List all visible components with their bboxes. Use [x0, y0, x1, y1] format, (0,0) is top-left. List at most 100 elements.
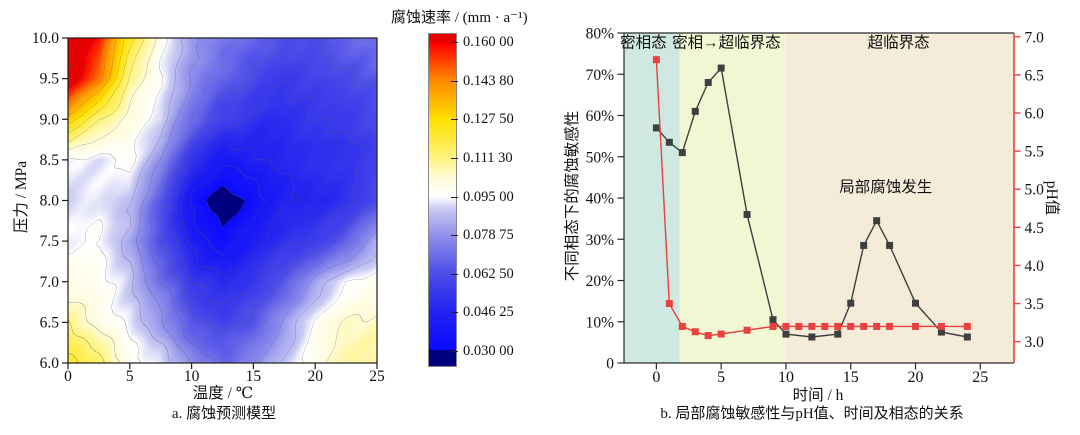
colorbar-tick-mark — [451, 235, 458, 237]
colorbar-tick-label: 0.078 75 — [463, 227, 514, 244]
colorbar-tick-mark — [451, 312, 458, 314]
sensitivity-marker — [743, 211, 751, 218]
ph-marker — [782, 322, 790, 330]
sensitivity-marker — [886, 241, 894, 249]
sensitivity-marker — [808, 333, 816, 341]
y-tick-label: 9.0 — [40, 111, 60, 128]
panel-b-caption: b. 局部腐蚀敏感性与pH值、时间及相态的关系 — [660, 406, 964, 422]
colorbar-tick-mark — [451, 80, 458, 82]
panel-b-x-axis-label: 时间 / h — [792, 387, 844, 404]
right-y-tick-label: 7.0 — [1025, 29, 1045, 46]
right-y-tick-label: 3.0 — [1025, 334, 1045, 351]
ph-marker — [963, 322, 971, 330]
ph-marker — [678, 322, 686, 330]
x-tick-label: 25 — [972, 369, 988, 386]
left-y-tick-label: 10% — [586, 314, 615, 331]
panel-b-right-y-axis-label: pH值 — [1043, 180, 1060, 216]
sensitivity-marker — [912, 299, 920, 307]
sensitivity-marker — [665, 138, 673, 146]
ph-marker — [886, 322, 894, 330]
annotation-label: 局部腐蚀发生 — [839, 178, 932, 196]
right-y-tick-label: 3.5 — [1025, 296, 1045, 313]
left-y-tick-label: 60% — [586, 108, 615, 125]
left-y-tick-label: 0 — [606, 356, 614, 373]
sensitivity-marker — [834, 330, 842, 338]
sensitivity-marker — [691, 107, 699, 115]
colorbar-tick-mark — [451, 351, 458, 352]
sensitivity-line — [655, 66, 968, 338]
colorbar-tick-mark — [451, 157, 458, 159]
colorbar-tick-mark — [451, 196, 458, 198]
left-y-tick-label: 50% — [586, 149, 615, 166]
sensitivity-marker — [652, 124, 660, 132]
right-y-tick-label: 5.0 — [1025, 182, 1045, 199]
x-tick-label: 5 — [717, 369, 725, 386]
ph-marker — [808, 322, 816, 330]
sensitivity-marker — [782, 330, 790, 338]
sensitivity-marker — [704, 79, 712, 86]
ph-marker — [717, 330, 725, 338]
ph-marker — [769, 322, 777, 330]
left-y-tick-label: 40% — [586, 191, 615, 208]
phase-region — [785, 33, 1014, 363]
colorbar-tick-label: 0.030 00 — [463, 343, 514, 359]
ph-marker — [821, 322, 829, 330]
panel-a-caption: a. 腐蚀预测模型 — [171, 406, 277, 422]
colorbar-tick-label: 0.143 80 — [463, 72, 514, 89]
colorbar-tick-label: 0.062 50 — [463, 265, 514, 282]
y-tick-label: 7.0 — [40, 274, 60, 291]
y-tick-label: 9.5 — [40, 71, 60, 88]
colorbar-tick-mark — [451, 42, 458, 43]
ph-marker — [795, 322, 803, 330]
left-y-tick-label: 20% — [586, 273, 615, 290]
colorbar-tick-mark — [451, 273, 458, 275]
y-tick-label: 6.0 — [40, 355, 60, 372]
colorbar-tick-label: 0.111 30 — [463, 149, 513, 166]
sensitivity-marker — [963, 333, 971, 341]
x-tick-label: 20 — [307, 368, 323, 385]
ph-marker — [743, 326, 751, 334]
ph-marker — [691, 328, 699, 336]
sensitivity-marker — [873, 217, 881, 225]
phase-region-label: 密相态 — [620, 34, 667, 52]
y-tick-label: 6.5 — [40, 314, 60, 331]
contour-heatmap — [68, 38, 377, 363]
ph-marker — [912, 322, 920, 330]
sensitivity-marker — [678, 149, 686, 157]
colorbar-tick-label: 0.160 00 — [463, 34, 514, 50]
ph-marker — [860, 322, 868, 330]
y-tick-label: 7.5 — [40, 233, 60, 250]
left-y-tick-label: 30% — [586, 232, 615, 249]
ph-marker — [704, 332, 712, 340]
sensitivity-marker — [769, 316, 777, 324]
y-tick-label: 10.0 — [32, 30, 59, 47]
x-tick-label: 15 — [246, 368, 262, 385]
colorbar-tick-label: 0.095 00 — [463, 188, 514, 205]
x-tick-label: 20 — [908, 369, 924, 386]
ph-marker — [937, 322, 945, 330]
sensitivity-marker — [860, 241, 868, 249]
x-tick-label: 10 — [778, 369, 794, 386]
right-y-tick-label: 4.5 — [1025, 220, 1045, 237]
sensitivity-marker — [937, 328, 945, 336]
right-y-tick-label: 6.5 — [1025, 67, 1045, 84]
panel-a-y-axis-label: 压力 / MPa — [13, 160, 30, 234]
right-y-tick-label: 5.5 — [1025, 144, 1045, 161]
phase-region — [679, 33, 786, 363]
left-y-tick-label: 80% — [586, 26, 615, 43]
x-tick-label: 5 — [126, 368, 134, 385]
colorbar-gradient — [428, 33, 457, 367]
colorbar-tick-mark — [451, 119, 458, 121]
x-tick-label: 0 — [64, 368, 72, 385]
ph-marker — [873, 322, 881, 330]
ph-marker — [847, 322, 855, 330]
right-y-tick-label: 6.0 — [1025, 106, 1045, 123]
phase-region — [624, 33, 680, 363]
sensitivity-marker — [717, 64, 725, 72]
ph-marker — [834, 322, 842, 330]
right-y-tick-label: 4.0 — [1025, 258, 1045, 275]
panel-a-x-axis-label: 温度 / ℃ — [192, 385, 254, 402]
sensitivity-marker — [847, 299, 855, 307]
panel-a-axes: 0 5 10 15 20 25 10.0 9.5 9.0 8.5 8.0 7.5 7.0 6.5 6.0 — [32, 30, 385, 385]
